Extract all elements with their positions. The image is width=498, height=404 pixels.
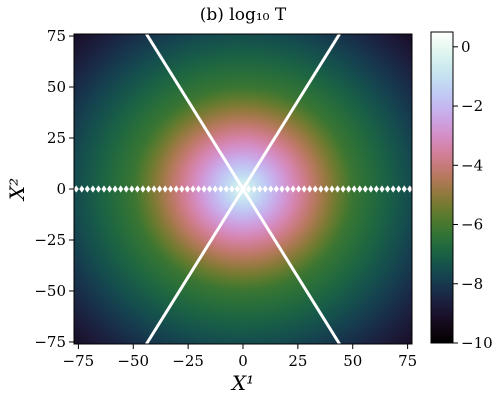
marker-point (323, 185, 330, 193)
x-axis: −75 −50 −25 0 25 50 75 (63, 344, 417, 370)
marker-point (384, 185, 391, 193)
marker-point (251, 185, 257, 193)
marker-point (240, 185, 246, 193)
marker-point (379, 185, 385, 193)
marker-point (156, 185, 163, 193)
y-axis-label: X² (5, 178, 29, 202)
marker-row (74, 185, 412, 193)
marker-point (190, 185, 196, 193)
marker-point (168, 185, 174, 193)
y-tick-label: 75 (47, 27, 66, 45)
marker-point (218, 185, 224, 193)
marker-point (84, 185, 90, 193)
marker-point (179, 185, 185, 193)
marker-point (357, 185, 363, 193)
marker-point (257, 185, 263, 193)
x-tick-label: 25 (288, 352, 307, 370)
marker-point (74, 185, 79, 193)
marker-point (123, 185, 129, 193)
colorbar-ticks: 0 −2 −4 −6 −8 −10 (453, 38, 493, 352)
marker-point (318, 185, 324, 193)
marker-point (362, 185, 368, 193)
marker-point (334, 185, 341, 193)
marker-point (140, 185, 146, 193)
marker-point (101, 185, 107, 193)
marker-point (151, 185, 157, 193)
x-tick-label: 50 (343, 352, 362, 370)
marker-point (145, 185, 152, 193)
marker-point (390, 185, 396, 193)
marker-point (401, 185, 407, 193)
marker-point (396, 185, 402, 193)
y-tick-label: −50 (34, 282, 66, 300)
y-tick-label: 0 (56, 180, 66, 198)
x-tick-label: −25 (172, 352, 204, 370)
marker-point (184, 185, 190, 193)
chart-title: (b) log₁₀ T (200, 5, 287, 25)
colorbar-tick-label: 0 (461, 38, 471, 56)
marker-point (284, 185, 291, 193)
marker-point (301, 185, 307, 193)
colorbar-tick-label: −8 (461, 275, 483, 293)
x-tick-label: −75 (63, 352, 95, 370)
marker-point (329, 185, 335, 193)
marker-point (262, 185, 268, 193)
marker-point (296, 185, 302, 193)
plot-area (73, 33, 413, 345)
marker-point (129, 185, 135, 193)
marker-point (95, 185, 102, 193)
x-tick-label: 0 (238, 352, 248, 370)
marker-point (201, 185, 207, 193)
colorbar-tick-label: −2 (461, 97, 483, 115)
colorbar-frame (430, 31, 454, 344)
colorbar-tick-label: −4 (461, 156, 483, 174)
marker-point (118, 185, 124, 193)
marker-point (229, 185, 235, 193)
marker-point (279, 185, 285, 193)
marker-point (212, 185, 218, 193)
marker-point (79, 185, 85, 193)
marker-point (112, 185, 118, 193)
marker-point (407, 185, 412, 193)
marker-point (351, 185, 357, 193)
colorbar-tick-label: −6 (461, 216, 483, 234)
marker-point (290, 185, 296, 193)
marker-point (273, 185, 279, 193)
y-tick-label: 25 (47, 129, 66, 147)
marker-point (245, 185, 252, 193)
marker-point (312, 185, 318, 193)
marker-point (162, 185, 168, 193)
y-tick-label: 50 (47, 78, 66, 96)
y-axis: −75 −50 −25 0 25 50 75 (34, 27, 74, 351)
colorbar: 0 −2 −4 −6 −8 −10 (430, 31, 493, 352)
marker-point (234, 185, 241, 193)
colorbar-gradient (431, 32, 453, 343)
x-axis-label: X¹ (230, 371, 254, 395)
marker-point (207, 185, 213, 193)
y-tick-label: −25 (34, 231, 66, 249)
marker-point (346, 185, 352, 193)
x-tick-label: 75 (398, 352, 417, 370)
marker-point (368, 185, 374, 193)
marker-point (307, 185, 313, 193)
marker-point (195, 185, 202, 193)
marker-point (223, 185, 229, 193)
marker-point (173, 185, 179, 193)
marker-point (268, 185, 274, 193)
marker-point (90, 185, 96, 193)
y-tick-label: −75 (34, 333, 66, 351)
marker-point (340, 185, 346, 193)
marker-point (106, 185, 113, 193)
marker-point (134, 185, 140, 193)
marker-point (373, 185, 380, 193)
colorbar-tick-label: −10 (461, 334, 493, 352)
x-tick-label: −50 (117, 352, 149, 370)
